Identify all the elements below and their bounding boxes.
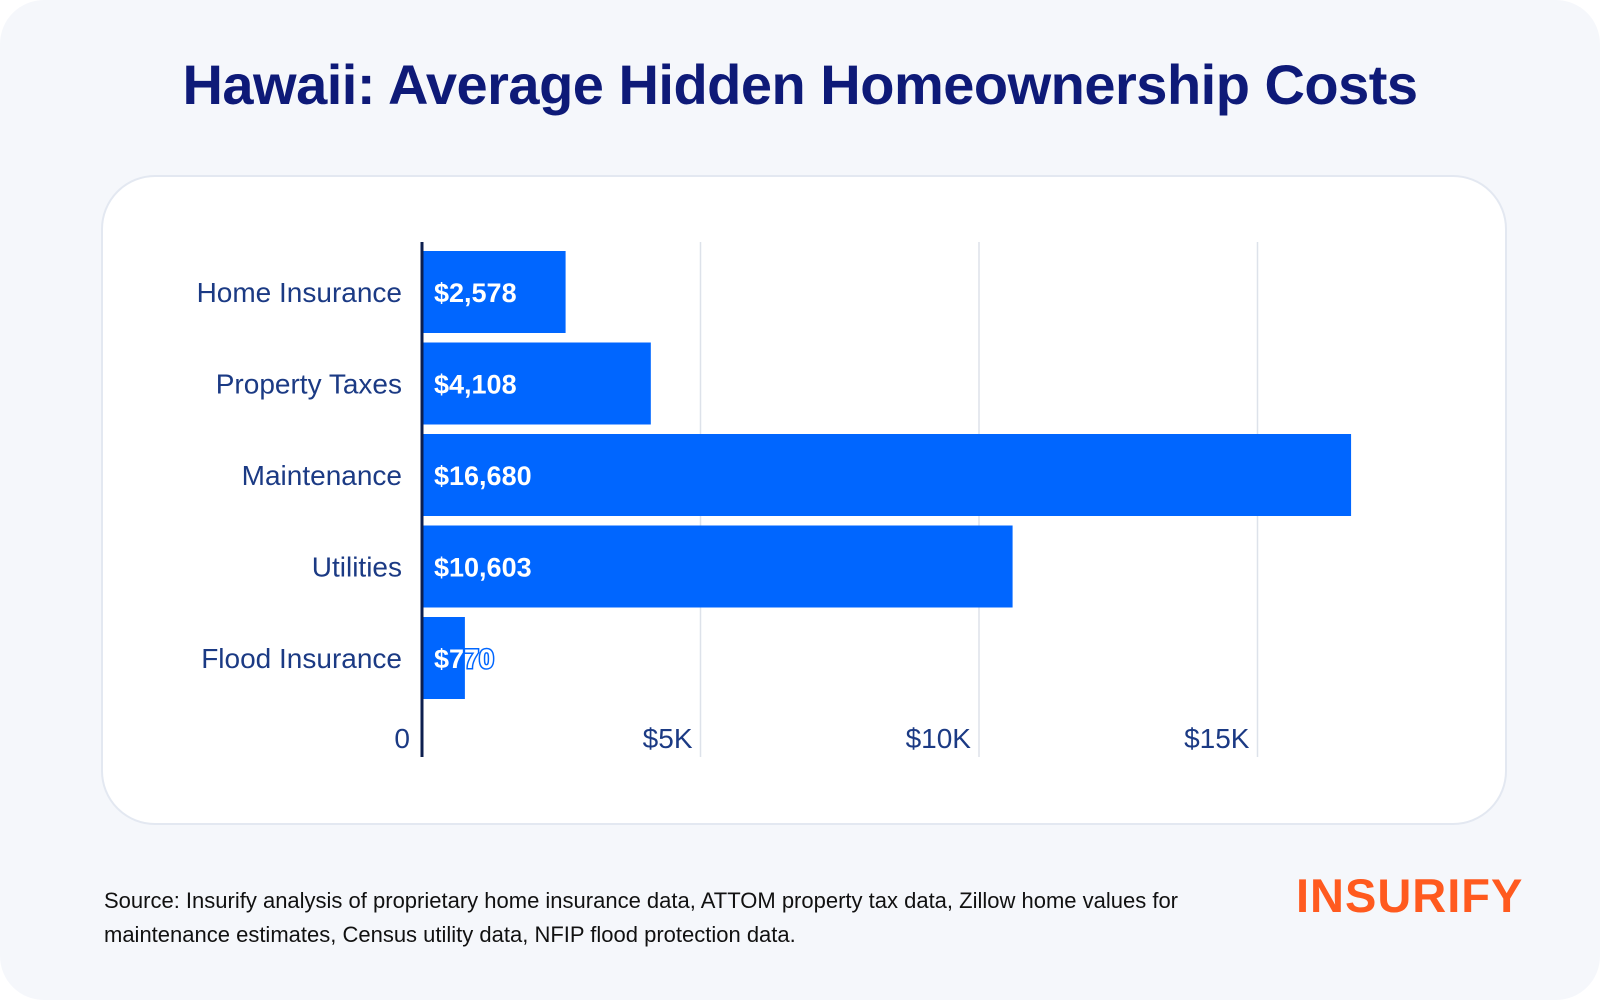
data-label-0: $2,578 bbox=[434, 278, 517, 308]
data-label-4: $770 bbox=[434, 644, 494, 674]
x-tick-label-2: $10K bbox=[906, 723, 972, 754]
data-label-3: $10,603 bbox=[434, 553, 532, 583]
bar-4 bbox=[422, 617, 465, 699]
category-label-4: Flood Insurance bbox=[201, 643, 402, 674]
page-title: Hawaii: Average Hidden Homeownership Cos… bbox=[182, 53, 1418, 116]
category-label-0: Home Insurance bbox=[197, 277, 402, 308]
x-tick-label-1: $5K bbox=[643, 723, 693, 754]
category-label-2: Maintenance bbox=[242, 460, 402, 491]
data-label-2: $16,680 bbox=[434, 461, 532, 491]
x-tick-label-0: 0 bbox=[394, 723, 410, 754]
data-label-1: $4,108 bbox=[434, 370, 517, 400]
category-label-1: Property Taxes bbox=[216, 369, 402, 400]
bar-2 bbox=[422, 434, 1352, 516]
insurify-logo: INSURIFY bbox=[1296, 869, 1524, 922]
category-label-3: Utilities bbox=[312, 552, 402, 583]
bar-3 bbox=[422, 525, 1013, 608]
source-note: Source: Insurify analysis of proprietary… bbox=[104, 888, 1179, 947]
x-tick-label-3: $15K bbox=[1184, 723, 1250, 754]
bar-0 bbox=[422, 251, 566, 333]
bar-1 bbox=[422, 342, 651, 425]
